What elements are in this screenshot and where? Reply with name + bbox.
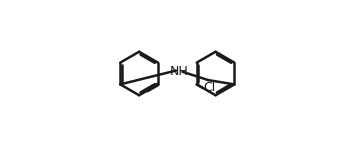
Text: NH: NH <box>170 65 189 78</box>
Text: Cl: Cl <box>203 81 215 94</box>
